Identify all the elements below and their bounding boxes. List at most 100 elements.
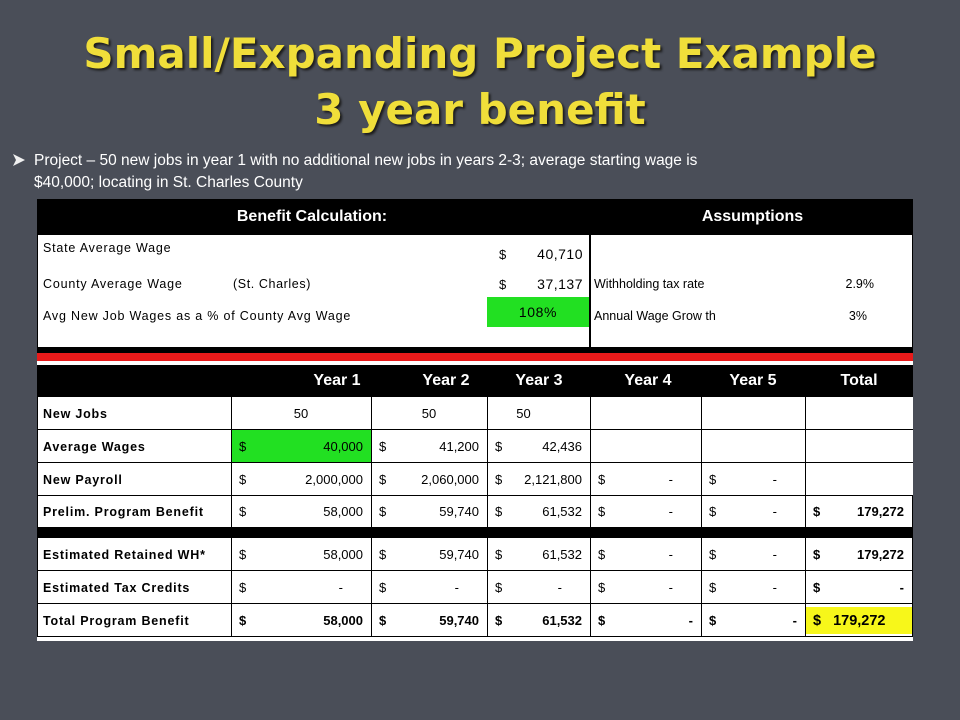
cell-value: -	[772, 546, 777, 562]
withholding-rate-value: 2.9%	[845, 277, 875, 291]
grid-line	[487, 538, 488, 571]
cell-prelim-2: $61,532	[488, 496, 590, 527]
currency-symbol: $	[598, 504, 606, 519]
currency-symbol: $	[598, 579, 606, 595]
currency-symbol: $	[495, 579, 503, 595]
grid-line	[487, 397, 488, 430]
cell-value: -	[772, 504, 777, 519]
grid-line	[701, 463, 702, 496]
cell-retained-3: $ -	[591, 538, 701, 570]
cell-value: 58,000	[323, 546, 363, 562]
project-description-line2: $40,000; locating in St. Charles County	[34, 174, 303, 191]
cell-credits-2: $ -	[488, 571, 590, 603]
grid-line	[487, 571, 488, 604]
grid-line	[37, 462, 913, 463]
grid-line	[37, 636, 913, 637]
grid-line	[231, 496, 232, 528]
grid-line	[912, 604, 913, 637]
grid-line	[371, 430, 372, 463]
cell-new-payroll-4: $ -	[702, 463, 805, 495]
cell-total-3: $ -	[591, 604, 701, 636]
currency-symbol: $	[239, 579, 247, 595]
row-label-retained: Estimated Retained WH*	[43, 547, 206, 562]
cell-value: 2,060,000	[421, 471, 479, 487]
cell-value: -	[668, 579, 673, 595]
grid-line	[37, 527, 913, 528]
grid-line	[590, 571, 591, 604]
cell-value: -	[454, 579, 459, 595]
grid-line	[701, 604, 702, 637]
cell-value: -	[668, 546, 673, 562]
county-average-wage-label: County Average Wage	[43, 277, 183, 291]
cell-value: 61,532	[542, 612, 582, 628]
wage-percentage-label: Avg New Job Wages as a % of County Avg W…	[43, 309, 352, 323]
currency-symbol: $	[598, 546, 606, 562]
cell-value: 179,272	[857, 504, 904, 519]
grid-line	[371, 397, 372, 430]
cell-retained-1: $59,740	[372, 538, 487, 570]
grid-line	[701, 397, 702, 430]
currency-symbol: $	[379, 471, 387, 487]
currency-symbol: $	[495, 504, 503, 519]
grid-line	[805, 571, 806, 604]
cell-value: -	[772, 471, 777, 487]
project-description: Project – 50 new jobs in year 1 with no …	[34, 150, 934, 194]
cell-credits-4: $ -	[702, 571, 805, 603]
currency-symbol: $	[709, 471, 717, 487]
grid-line	[487, 430, 488, 463]
currency-symbol: $	[495, 612, 503, 628]
cell-prelim-1: $59,740	[372, 496, 487, 527]
grid-line	[701, 538, 702, 571]
currency-symbol: $	[379, 579, 387, 595]
cell-prelim-5: $179,272	[806, 496, 912, 527]
grid-line	[805, 538, 806, 571]
cell-total-5: $179,272	[806, 607, 912, 634]
row-label-avg-wages: Average Wages	[43, 439, 146, 454]
column-header-year4: Year 4	[624, 372, 672, 389]
benefit-calculation-header: Benefit Calculation:	[236, 208, 388, 225]
cell-credits-3: $ -	[591, 571, 701, 603]
cell-value: 41,200	[439, 438, 479, 454]
grid-line	[231, 604, 232, 637]
row-label-new-jobs: New Jobs	[43, 406, 108, 421]
currency-symbol: $	[495, 546, 503, 562]
currency-symbol: $	[709, 579, 717, 595]
slide-title-line2: 3 year benefit	[314, 85, 646, 134]
cell-value: -	[688, 612, 693, 628]
cell-value: 179,272	[833, 612, 886, 629]
grid-line	[805, 604, 806, 637]
cell-value: 40,000	[323, 438, 363, 454]
cell-value: 58,000	[323, 612, 363, 628]
currency-symbol: $	[813, 546, 821, 562]
cell-new-payroll-1: $2,060,000	[372, 463, 487, 495]
column-header-year1: Year 1	[313, 372, 361, 389]
grid-line	[231, 463, 232, 496]
cell-value: -	[338, 579, 343, 595]
currency-symbol: $	[813, 612, 822, 629]
grid-line	[371, 604, 372, 637]
state-average-wage-label: State Average Wage	[43, 241, 172, 255]
slide-title-line1: Small/Expanding Project Example	[83, 29, 877, 78]
cell-retained-2: $61,532	[488, 538, 590, 570]
grid-line	[805, 496, 806, 528]
grid-line	[231, 397, 232, 430]
cell-avg-wages-0: $40,000	[232, 430, 371, 462]
cell-value: -	[772, 579, 777, 595]
red-divider	[37, 353, 913, 361]
grid-line	[590, 430, 591, 463]
cell-prelim-3: $ -	[591, 496, 701, 527]
grid-line	[590, 463, 591, 496]
currency-symbol: $	[709, 612, 717, 628]
grid-line	[590, 397, 591, 430]
cell-value: -	[668, 504, 673, 519]
currency-symbol: $	[813, 579, 821, 595]
grid-line	[701, 571, 702, 604]
grid-line	[37, 429, 913, 430]
cell-new-payroll-2: $2,121,800	[488, 463, 590, 495]
withholding-rate-label: Withholding tax rate	[594, 277, 705, 291]
row-label-prelim: Prelim. Program Benefit	[43, 505, 204, 519]
wage-growth-label: Annual Wage Grow th	[594, 309, 716, 323]
cell-value: 2,000,000	[305, 471, 363, 487]
currency-symbol: $	[813, 504, 821, 519]
currency-symbol: $	[379, 546, 387, 562]
